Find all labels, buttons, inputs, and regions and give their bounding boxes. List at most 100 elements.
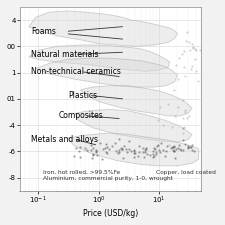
Point (144, 146, 147, 150)
Point (91, 146, 94, 149)
Point (98, 142, 101, 145)
Point (163, 154, 167, 158)
Point (129, 149, 133, 153)
Point (104, 146, 107, 150)
Point (143, 151, 146, 154)
Point (185, 31, 189, 34)
Point (137, 151, 141, 154)
Point (125, 150, 129, 153)
Point (172, 89, 176, 92)
Point (173, 149, 176, 153)
Point (154, 150, 158, 154)
Point (190, 64, 193, 68)
Text: Plastics: Plastics (68, 91, 97, 100)
Point (186, 146, 190, 150)
Point (196, 79, 200, 83)
Point (181, 98, 185, 102)
Point (106, 151, 109, 155)
Point (148, 153, 152, 157)
Point (159, 141, 163, 144)
Point (184, 74, 187, 78)
Point (177, 56, 180, 60)
Point (151, 153, 155, 156)
Point (144, 148, 147, 152)
Point (182, 65, 186, 68)
Point (114, 149, 117, 153)
Point (156, 144, 160, 147)
Point (107, 147, 111, 151)
X-axis label: Price (USD/kg): Price (USD/kg) (83, 209, 138, 218)
Point (78, 145, 82, 149)
Point (187, 146, 190, 149)
Point (176, 77, 180, 81)
Point (173, 114, 177, 118)
Point (94, 150, 97, 154)
Point (117, 148, 121, 151)
Point (143, 155, 146, 158)
Point (118, 137, 121, 141)
Point (183, 110, 187, 114)
Point (193, 57, 196, 61)
Point (188, 49, 192, 52)
Text: Metals and alloys: Metals and alloys (31, 135, 98, 144)
Point (159, 105, 162, 109)
Point (184, 39, 187, 43)
Text: Natural materials: Natural materials (31, 50, 98, 59)
Point (181, 131, 184, 135)
Point (110, 144, 114, 148)
Point (128, 147, 131, 151)
Point (116, 151, 120, 154)
Point (136, 155, 140, 158)
Point (153, 148, 157, 151)
Point (144, 147, 148, 151)
Point (159, 150, 162, 153)
Polygon shape (29, 11, 177, 46)
Point (171, 146, 175, 149)
Point (155, 144, 159, 148)
Point (179, 148, 183, 152)
Point (152, 146, 156, 149)
Point (183, 142, 187, 146)
Point (120, 148, 124, 151)
Polygon shape (75, 109, 192, 142)
Point (100, 157, 104, 161)
Point (79, 155, 82, 158)
Point (155, 152, 158, 155)
Point (132, 151, 135, 154)
Point (157, 148, 161, 151)
Point (72, 154, 75, 157)
Point (104, 143, 108, 146)
Point (133, 148, 136, 152)
Point (127, 140, 131, 143)
Point (122, 144, 126, 147)
Point (95, 153, 99, 157)
Text: Composites: Composites (59, 111, 104, 120)
Point (141, 150, 144, 154)
Point (199, 48, 202, 52)
Polygon shape (81, 86, 192, 116)
Point (104, 150, 107, 153)
Point (164, 149, 168, 152)
Point (200, 75, 204, 79)
Point (194, 48, 197, 51)
Point (189, 67, 193, 70)
Point (141, 146, 144, 150)
Point (90, 143, 93, 147)
Point (182, 126, 185, 130)
Point (133, 151, 137, 155)
Text: Aluminium, commercial purity, 1-0, wrought: Aluminium, commercial purity, 1-0, wroug… (43, 176, 173, 181)
Point (156, 118, 160, 122)
Point (94, 149, 98, 153)
Point (119, 147, 122, 150)
Polygon shape (36, 58, 177, 87)
Point (191, 46, 194, 50)
Point (184, 108, 187, 112)
Point (174, 156, 177, 160)
Point (151, 149, 155, 153)
Point (124, 147, 128, 151)
Point (181, 126, 185, 130)
Point (161, 123, 165, 127)
Point (200, 127, 204, 131)
Point (166, 102, 169, 106)
Point (151, 155, 154, 159)
